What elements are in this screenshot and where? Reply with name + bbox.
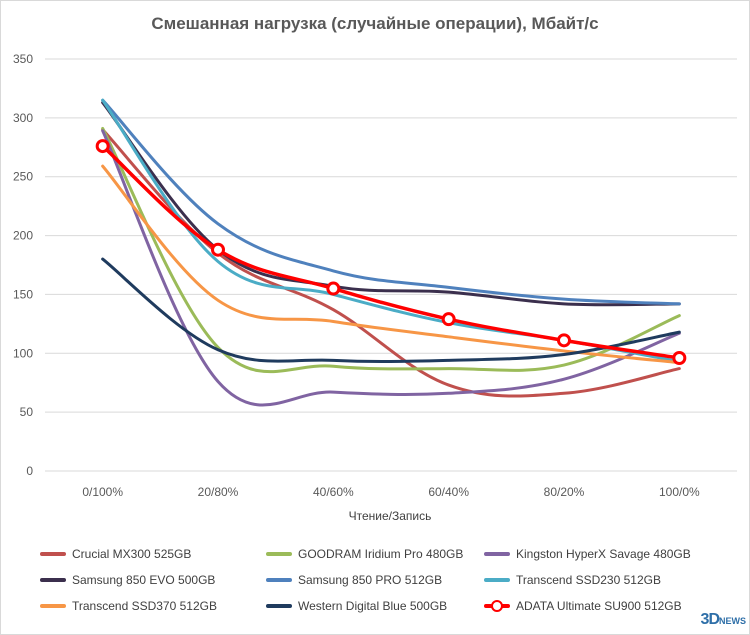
x-tick-label: 60/40% [428, 485, 469, 499]
legend-swatch [484, 546, 510, 562]
line-chart: 0 50 100 150 200 250 300 350 0/100% 20/80% 40/60%… [13, 52, 737, 523]
legend-item: Samsung 850 EVO 500GB [40, 572, 215, 588]
series-line [101, 101, 681, 307]
series-5 [101, 98, 681, 364]
watermark-brand-suffix: NEWS [719, 616, 746, 626]
series-1 [101, 126, 681, 374]
series-6 [101, 164, 681, 365]
series-line [101, 129, 681, 407]
legend-swatch [266, 598, 292, 614]
legend-item: Transcend SSD370 512GB [40, 598, 217, 614]
legend-item: Samsung 850 PRO 512GB [266, 572, 442, 588]
y-tick-label: 200 [13, 229, 33, 243]
legend-item: ADATA Ultimate SU900 512GB [484, 598, 682, 614]
x-tick-label: 0/100% [82, 485, 123, 499]
series-2 [101, 129, 681, 407]
x-axis-tick-labels: 0/100% 20/80% 40/60% 60/40% 80/20% 100/0% [82, 485, 700, 499]
series-8 [95, 139, 687, 365]
x-tick-label: 40/60% [313, 485, 354, 499]
legend-swatch [266, 546, 292, 562]
legend-label: Samsung 850 PRO 512GB [298, 573, 443, 587]
legend-label: Transcend SSD230 512GB [516, 573, 661, 587]
legend-swatch [266, 572, 292, 588]
legend-label: Kingston HyperX Savage 480GB [516, 547, 691, 561]
series-line [100, 144, 682, 360]
x-tick-label: 100/0% [659, 485, 700, 499]
data-point-marker [557, 333, 571, 348]
legend-item: Kingston HyperX Savage 480GB [484, 546, 691, 562]
series-3 [101, 101, 681, 307]
series-line [101, 98, 681, 306]
data-point-marker [326, 281, 341, 296]
data-point-marker [441, 312, 456, 327]
x-axis-title: Чтение/Запись [349, 509, 432, 523]
y-tick-label: 0 [26, 464, 33, 478]
series-line [101, 98, 681, 364]
legend-label: Crucial MX300 525GB [72, 547, 192, 561]
legend-swatch [40, 598, 66, 614]
gridlines [45, 58, 737, 472]
legend-label: GOODRAM Iridium Pro 480GB [298, 547, 464, 561]
y-axis-tick-labels: 0 50 100 150 200 250 300 350 [13, 52, 33, 478]
series-line [101, 164, 681, 365]
legend-swatch [484, 572, 510, 588]
x-tick-label: 80/20% [544, 485, 585, 499]
y-tick-label: 50 [20, 405, 34, 419]
y-tick-label: 350 [13, 52, 33, 66]
legend-label: Western Digital Blue 500GB [298, 599, 448, 613]
legend-swatch [40, 546, 66, 562]
series-4 [101, 98, 681, 306]
data-point-marker [211, 242, 225, 257]
y-tick-label: 100 [13, 346, 33, 360]
watermark-brand: 3D [700, 611, 720, 628]
y-tick-label: 300 [13, 111, 33, 125]
legend-item: Transcend SSD230 512GB [484, 572, 661, 588]
legend-item: GOODRAM Iridium Pro 480GB [266, 546, 463, 562]
x-tick-label: 20/80% [198, 485, 239, 499]
legend-item: Western Digital Blue 500GB [266, 598, 447, 614]
series-line [101, 257, 681, 363]
watermark-logo: 3DNEWS [701, 611, 746, 629]
series-lines [95, 98, 687, 407]
series-line [101, 126, 681, 374]
legend-label: Samsung 850 EVO 500GB [72, 573, 216, 587]
series-7 [101, 257, 681, 363]
y-tick-label: 150 [13, 287, 33, 301]
legend-label: Transcend SSD370 512GB [72, 599, 217, 613]
data-point-marker [672, 350, 687, 365]
legend-swatch [484, 598, 510, 614]
y-tick-label: 250 [13, 170, 33, 184]
legend-item: Crucial MX300 525GB [40, 546, 191, 562]
legend-swatch [40, 572, 66, 588]
data-point-marker [95, 139, 110, 154]
legend-label: ADATA Ultimate SU900 512GB [516, 599, 682, 613]
chart-title: Смешанная нагрузка (случайные операции),… [151, 14, 599, 33]
